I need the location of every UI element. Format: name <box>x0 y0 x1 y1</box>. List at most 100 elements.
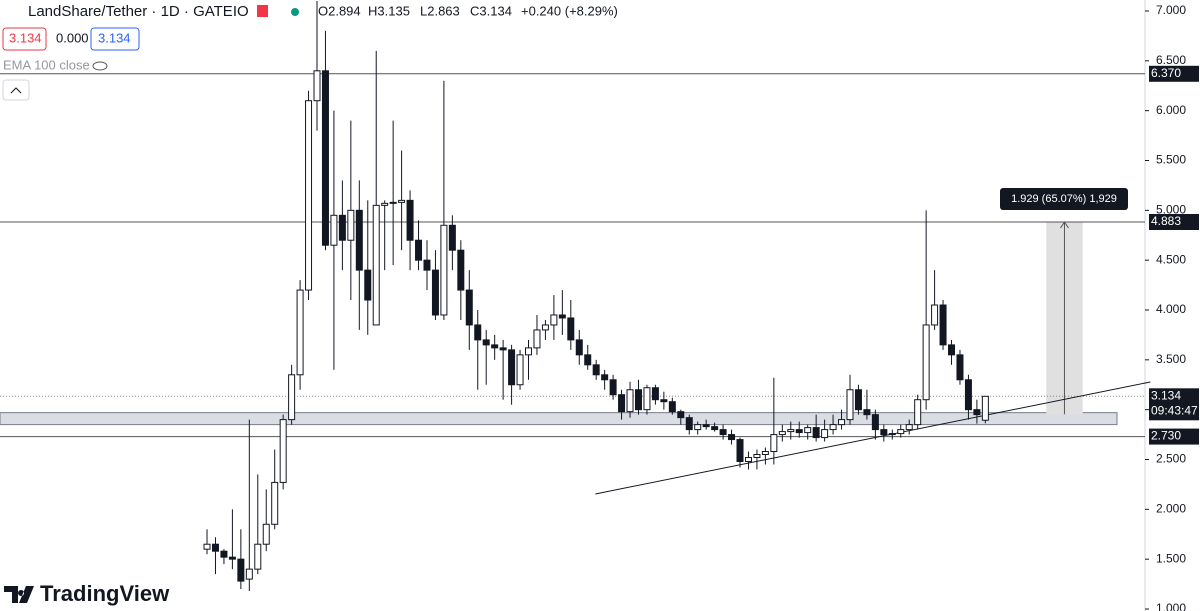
candle-body <box>854 389 862 411</box>
candle-body <box>677 411 685 419</box>
candle-body <box>321 70 329 246</box>
candle-body <box>262 523 270 545</box>
last-price-label: 3.134 <box>1151 388 1181 402</box>
candle-body <box>305 100 313 291</box>
candle-body <box>550 314 558 326</box>
candle-body <box>668 401 676 413</box>
status-dot <box>291 8 299 16</box>
candle-body <box>626 389 634 413</box>
candle-body <box>575 339 583 356</box>
candle-body <box>567 317 575 341</box>
countdown: 09:43:47 <box>1151 403 1198 417</box>
candle-body <box>804 427 812 434</box>
candle-body <box>702 424 710 428</box>
candle-body <box>228 556 236 560</box>
candle-body <box>525 347 533 356</box>
ohlc-low: L2.863 <box>420 3 460 18</box>
candle-body <box>795 429 803 434</box>
candle-body <box>821 429 829 439</box>
spread: 0.000 <box>56 30 89 45</box>
candle-body <box>846 389 854 421</box>
candle-body <box>220 550 228 558</box>
candle-body <box>347 209 355 241</box>
candle-body <box>372 204 380 326</box>
candle-body <box>694 424 702 431</box>
candle-body <box>601 374 609 381</box>
candle-body <box>406 199 414 241</box>
y-tick-label: 5.000 <box>1156 203 1186 217</box>
candle-body <box>948 344 956 356</box>
flag-icon <box>257 5 268 17</box>
sell: 3.134 <box>9 30 42 45</box>
candle-body <box>499 347 507 351</box>
candle-body <box>245 568 253 580</box>
candle-body <box>271 481 279 525</box>
y-tick-label: 2.500 <box>1156 452 1186 466</box>
candle-body <box>744 457 752 462</box>
candle-body <box>491 344 499 349</box>
indicator: EMA 100 close <box>3 57 90 72</box>
candle-body <box>415 239 423 261</box>
candle-body <box>296 289 304 376</box>
candle-body <box>533 329 541 349</box>
candle-body <box>643 387 651 411</box>
watermark: TradingView <box>40 581 170 606</box>
candle-body <box>389 201 397 204</box>
collapse-button[interactable] <box>2 79 30 101</box>
ohlc-open: O2.894 <box>318 3 361 18</box>
candle-body <box>956 354 964 381</box>
candle-body <box>829 424 837 431</box>
candle-body <box>719 429 727 436</box>
level-label: 4.883 <box>1151 214 1181 228</box>
trendline <box>595 381 1151 495</box>
support-zone <box>0 412 1118 426</box>
level-label: 2.730 <box>1151 429 1181 443</box>
candle-body <box>355 209 363 271</box>
level-label: 6.370 <box>1151 66 1181 80</box>
candle-body <box>770 434 778 453</box>
candle-body <box>482 339 490 346</box>
candle-body <box>448 224 456 251</box>
y-tick-label: 2.000 <box>1156 502 1186 516</box>
y-tick-label: 6.500 <box>1156 53 1186 67</box>
candle-body <box>203 543 211 550</box>
candle-body <box>338 214 346 241</box>
candle-body <box>964 379 972 411</box>
candle-body <box>609 379 617 396</box>
measure-tooltip <box>1000 187 1128 210</box>
candle-body <box>313 70 321 102</box>
candle-body <box>880 429 888 436</box>
candle-body <box>753 454 761 459</box>
candle-body <box>508 349 516 386</box>
candle-body <box>440 224 448 316</box>
level-tag <box>1149 213 1199 230</box>
y-tick-label: 3.500 <box>1156 352 1186 366</box>
candle-body <box>939 304 947 346</box>
buy: 3.134 <box>98 30 131 45</box>
level-tag <box>1149 65 1199 82</box>
y-tick-label: 6.000 <box>1156 103 1186 117</box>
candle-body <box>584 354 592 366</box>
chevron <box>10 87 22 94</box>
candle-body <box>457 249 465 291</box>
candle-body <box>364 269 372 301</box>
candle-body <box>634 389 642 411</box>
candle-body <box>474 324 482 341</box>
candle-body <box>838 419 846 426</box>
hide-icon <box>92 61 108 71</box>
y-tick-label: 1.500 <box>1156 551 1186 565</box>
y-tick-label: 4.000 <box>1156 302 1186 316</box>
last-price-tag <box>1149 388 1199 421</box>
candle-body <box>660 399 668 403</box>
candle-body <box>237 558 245 582</box>
level-tag <box>1149 428 1199 445</box>
candle-body <box>914 399 922 426</box>
y-tick-label: 1.000 <box>1156 601 1186 611</box>
candle-body <box>778 431 786 436</box>
candle-body <box>211 543 219 552</box>
candle-body <box>558 314 566 319</box>
candle-body <box>431 269 439 316</box>
candle-body <box>922 324 930 401</box>
y-tick-label: 5.500 <box>1156 153 1186 167</box>
